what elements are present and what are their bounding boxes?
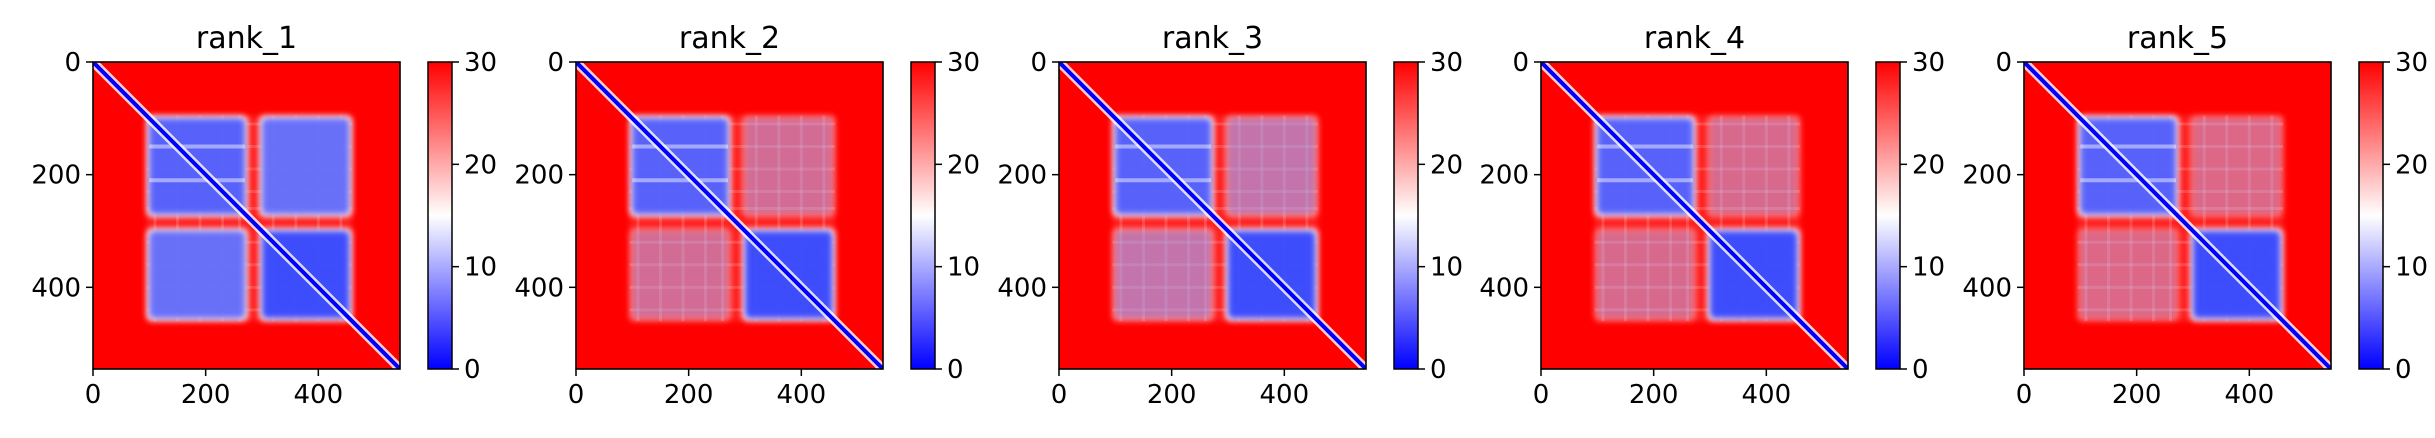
x-tick-label: 200 (1147, 380, 1197, 410)
heatmap-panel-3: rank_3 0 200 400 0 200 400 0 10 20 30 (997, 21, 1463, 410)
colorbar: 0 10 20 30 (1875, 48, 1945, 385)
y-tick-label: 400 (31, 273, 81, 303)
colorbar-tick-label: 0 (947, 355, 964, 385)
colorbar-tick-label: 20 (1912, 150, 1945, 180)
colorbar-tick-label: 20 (464, 150, 497, 180)
y-tick-label: 0 (64, 48, 81, 78)
x-tick-label: 0 (568, 380, 585, 410)
x-tick-label: 200 (1629, 380, 1679, 410)
colorbar-tick-label: 0 (464, 355, 481, 385)
colorbar-gradient (427, 61, 453, 370)
colorbar-tick-label: 0 (1430, 355, 1447, 385)
colorbar-tick-label: 10 (464, 253, 497, 283)
y-tick-label: 200 (31, 161, 81, 191)
contact-block-4 (744, 118, 833, 215)
plot-frame (1058, 61, 1367, 370)
heatmap-panel-4: rank_4 0 200 400 0 200 400 0 10 20 30 (1479, 21, 1945, 410)
plot-frame (2023, 61, 2332, 370)
y-tick-label: 200 (997, 161, 1047, 191)
colorbar-tick-label: 10 (2395, 253, 2428, 283)
y-tick-label: 0 (547, 48, 564, 78)
y-tick-label: 0 (1030, 48, 1047, 78)
contact-block-3 (149, 230, 246, 319)
colorbar-tick-label: 10 (947, 253, 980, 283)
colorbar: 0 10 20 30 (2358, 48, 2428, 385)
heatmap-panel-1: rank_1 0 200 400 0 200 400 0 10 20 30 (31, 21, 497, 410)
contact-block-3 (2080, 230, 2177, 319)
heatmap-panel-2: rank_2 0 200 400 0 200 400 0 10 20 30 (514, 21, 980, 410)
x-tick-label: 0 (85, 380, 102, 410)
y-tick-label: 200 (514, 161, 564, 191)
colorbar-tick-label: 30 (947, 48, 980, 78)
chart-title: rank_1 (196, 21, 297, 56)
colorbar-tick-label: 30 (1430, 48, 1463, 78)
colorbar-gradient (910, 61, 936, 370)
colorbar-tick-label: 0 (1912, 355, 1929, 385)
colorbar-tick-label: 30 (464, 48, 497, 78)
heatmap-image (2024, 62, 2331, 369)
x-tick-label: 0 (2016, 380, 2033, 410)
y-tick-label: 200 (1962, 161, 2012, 191)
y-tick-label: 400 (1479, 273, 1529, 303)
heatmap-image (1059, 62, 1366, 369)
colorbar-tick-label: 30 (2395, 48, 2428, 78)
colorbar-tick-label: 10 (1430, 253, 1463, 283)
heatmap-image (1541, 62, 1848, 369)
diagonal-line (93, 62, 400, 369)
chart-title: rank_3 (1162, 21, 1263, 56)
chart-title: rank_4 (1644, 21, 1745, 56)
x-tick-label: 400 (777, 380, 827, 410)
x-tick-label: 400 (2225, 380, 2275, 410)
contact-block-4 (1709, 118, 1798, 215)
heatmap-panel-5: rank_5 0 200 400 0 200 400 0 10 20 30 (1962, 21, 2428, 410)
plot-frame (92, 61, 401, 370)
y-tick-label: 400 (514, 273, 564, 303)
heatmap-image (93, 62, 400, 369)
contact-block-3 (1597, 230, 1694, 319)
contact-block-4 (1227, 118, 1316, 215)
diagonal-line (1541, 62, 1848, 369)
colorbar-gradient (1875, 61, 1901, 370)
y-tick-label: 0 (1995, 48, 2012, 78)
y-tick-label: 200 (1479, 161, 1529, 191)
x-tick-label: 0 (1533, 380, 1550, 410)
diagonal-line (576, 62, 883, 369)
colorbar-tick-label: 0 (2395, 355, 2412, 385)
colorbar-gradient (2358, 61, 2384, 370)
heatmap-image (576, 62, 883, 369)
x-tick-label: 400 (1260, 380, 1310, 410)
colorbar-gradient (1393, 61, 1419, 370)
x-tick-label: 200 (181, 380, 231, 410)
colorbar: 0 10 20 30 (1393, 48, 1463, 385)
chart-title: rank_5 (2127, 21, 2228, 56)
plot-frame (575, 61, 884, 370)
x-tick-label: 200 (2112, 380, 2162, 410)
contact-block-4 (2192, 118, 2281, 215)
y-tick-label: 400 (997, 273, 1047, 303)
x-tick-label: 0 (1051, 380, 1068, 410)
contact-block-4 (261, 118, 350, 215)
plot-frame (1540, 61, 1849, 370)
colorbar: 0 10 20 30 (427, 48, 497, 385)
colorbar-tick-label: 20 (2395, 150, 2428, 180)
colorbar: 0 10 20 30 (910, 48, 980, 385)
diagonal-line (1059, 62, 1366, 369)
y-tick-label: 0 (1512, 48, 1529, 78)
x-tick-label: 200 (664, 380, 714, 410)
x-tick-label: 400 (1742, 380, 1792, 410)
colorbar-tick-label: 20 (1430, 150, 1463, 180)
colorbar-tick-label: 30 (1912, 48, 1945, 78)
diagonal-line (2024, 62, 2331, 369)
y-tick-label: 400 (1962, 273, 2012, 303)
chart-title: rank_2 (679, 21, 780, 56)
x-tick-label: 400 (294, 380, 344, 410)
contact-block-3 (1115, 230, 1212, 319)
colorbar-tick-label: 10 (1912, 253, 1945, 283)
colorbar-tick-label: 20 (947, 150, 980, 180)
contact-block-3 (632, 230, 729, 319)
